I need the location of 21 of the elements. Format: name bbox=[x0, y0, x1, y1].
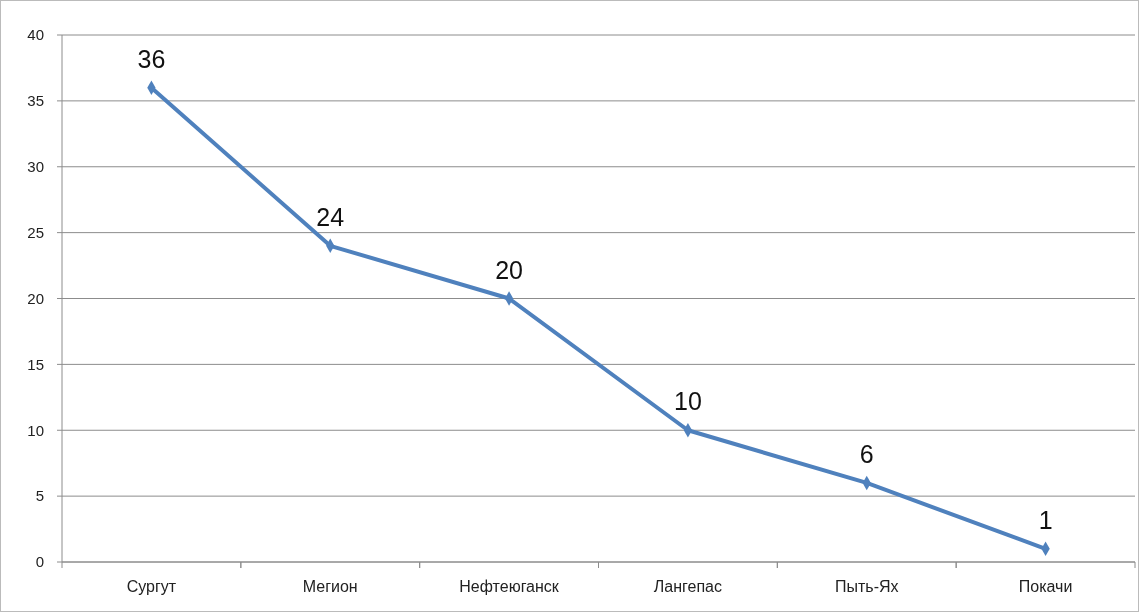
y-tick-label: 25 bbox=[27, 223, 44, 241]
x-tick-label: Мегион bbox=[302, 578, 358, 595]
y-tick-label: 5 bbox=[35, 487, 44, 505]
x-tick-label: Пыть-Ях bbox=[834, 578, 899, 595]
data-label: 10 bbox=[674, 387, 702, 416]
y-tick-label: 15 bbox=[27, 355, 44, 373]
x-tick-label: Нефтеюганск bbox=[459, 578, 560, 595]
y-tick-label: 20 bbox=[27, 289, 44, 307]
y-tick-label: 0 bbox=[35, 553, 44, 571]
y-tick-label: 10 bbox=[27, 421, 44, 439]
y-tick-label: 30 bbox=[27, 158, 44, 175]
y-tick-label: 40 bbox=[27, 26, 44, 44]
data-label: 20 bbox=[495, 255, 523, 284]
x-tick-label: Покачи bbox=[1018, 578, 1073, 595]
x-tick-label: Сургут bbox=[126, 578, 177, 595]
x-tick-label: Лангепас bbox=[653, 578, 723, 595]
y-tick-label: 35 bbox=[27, 92, 44, 110]
data-label: 24 bbox=[316, 202, 345, 231]
data-label: 1 bbox=[1038, 505, 1053, 534]
data-label: 36 bbox=[137, 44, 166, 73]
data-label: 6 bbox=[859, 439, 874, 468]
